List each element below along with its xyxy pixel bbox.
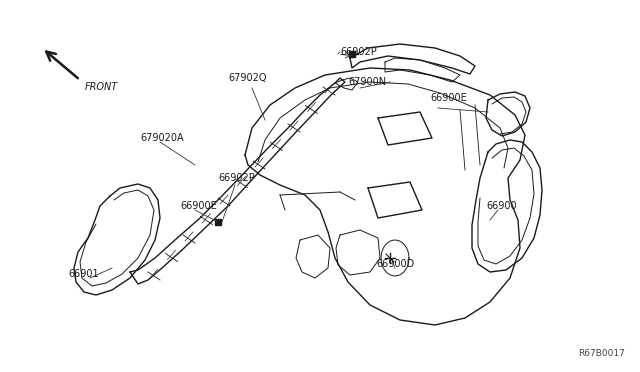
Text: 66901: 66901 <box>68 269 99 279</box>
Text: 66900E: 66900E <box>180 201 217 211</box>
Text: 679020A: 679020A <box>140 133 184 143</box>
Text: 67902Q: 67902Q <box>228 73 268 83</box>
Text: R67B0017: R67B0017 <box>578 349 625 358</box>
Text: 66900E: 66900E <box>430 93 467 103</box>
Text: 66900: 66900 <box>486 201 516 211</box>
Text: 66902P: 66902P <box>340 47 377 57</box>
Polygon shape <box>215 219 221 225</box>
Text: FRONT: FRONT <box>85 82 118 92</box>
Text: 67900N: 67900N <box>348 77 386 87</box>
Text: 66902P: 66902P <box>218 173 255 183</box>
Polygon shape <box>349 51 354 57</box>
Text: 66900D: 66900D <box>376 259 414 269</box>
